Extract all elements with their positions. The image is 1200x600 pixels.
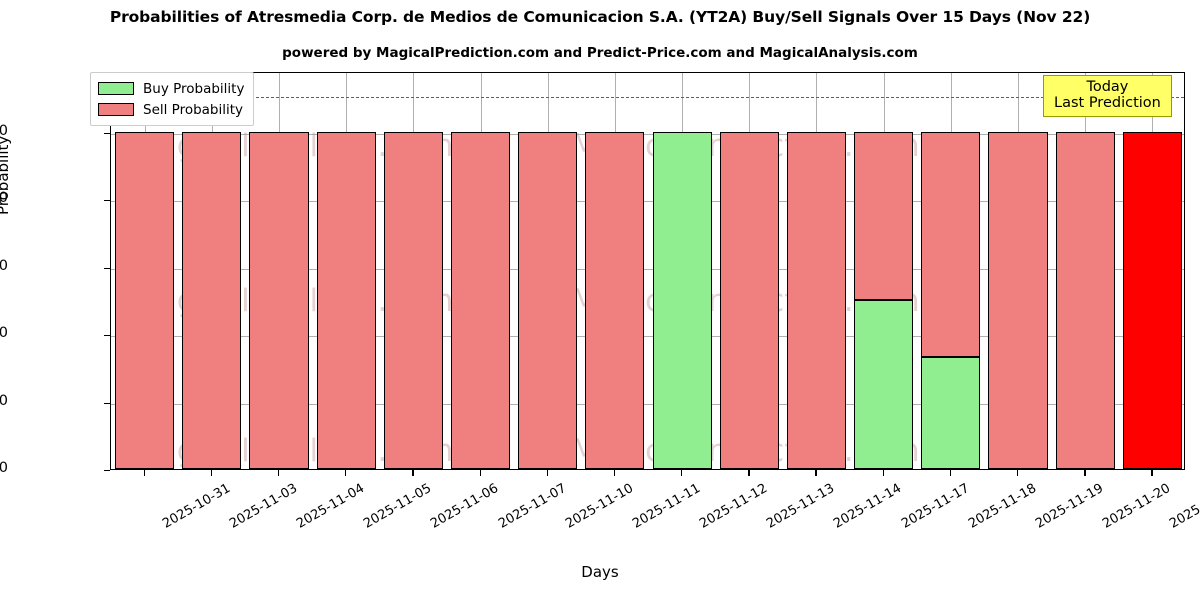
x-tick-label: 2025-11-05 <box>361 481 435 532</box>
today-annotation: Today Last Prediction <box>1043 75 1172 118</box>
chart-title: Probabilities of Atresmedia Corp. de Med… <box>109 8 1091 26</box>
bar-group[interactable] <box>115 73 175 469</box>
bar-segment-buy[interactable] <box>854 300 914 469</box>
y-tick-mark <box>104 267 110 269</box>
x-tick-mark <box>681 470 683 476</box>
legend-swatch-icon <box>98 103 134 116</box>
bar-group[interactable] <box>652 73 712 469</box>
bar-segment-buy[interactable] <box>921 356 981 469</box>
bar-group[interactable] <box>450 73 511 469</box>
horizontal-gridline <box>111 201 1184 203</box>
legend-swatch-icon <box>98 82 134 95</box>
bar-segment-sell[interactable] <box>115 131 175 469</box>
bar-segment-sell[interactable] <box>786 131 847 469</box>
legend-label: Sell Probability <box>143 101 244 118</box>
x-tick-label: 2025-11-14 <box>831 481 905 532</box>
bar-segment-sell[interactable] <box>988 131 1048 469</box>
bar-segment-sell[interactable] <box>921 131 981 357</box>
x-tick-label: 2025-11-11 <box>630 481 703 532</box>
x-tick-label: 2025-11-10 <box>562 481 636 532</box>
y-tick-label: 40 <box>0 325 8 342</box>
y-tick-label: 60 <box>0 257 8 274</box>
x-tick-mark <box>1084 470 1086 476</box>
x-tick-label: 2025-11-18 <box>965 481 1039 532</box>
x-tick-label: 2025-10-31 <box>159 481 233 532</box>
bar-group[interactable] <box>921 73 981 469</box>
x-tick-label: 2025-11-12 <box>697 481 771 532</box>
x-tick-mark <box>143 470 145 476</box>
x-tick-mark <box>412 470 414 476</box>
bar-segment-sell[interactable] <box>249 131 309 469</box>
x-tick-mark <box>882 470 884 476</box>
x-tick-label: 2025-11-07 <box>495 481 569 532</box>
bar-group[interactable] <box>719 73 779 469</box>
plot-area: MagicalAnalysis.comMagicalPrediction.com… <box>110 72 1185 470</box>
y-tick-label: 80 <box>0 190 8 207</box>
x-tick-mark <box>1151 470 1153 476</box>
threshold-line <box>111 96 1184 98</box>
last-prediction-label: Last Prediction <box>1054 95 1161 112</box>
bar-group[interactable] <box>585 73 645 469</box>
bar-group[interactable] <box>1055 73 1115 469</box>
bar-group[interactable] <box>249 73 309 469</box>
bar-segment-sell[interactable] <box>383 131 443 469</box>
y-tick-mark <box>104 200 110 202</box>
x-tick-label: 2025-11-19 <box>1033 481 1107 532</box>
bar-segment-sell[interactable] <box>585 131 645 469</box>
bar-segment-sell[interactable] <box>854 131 914 301</box>
bar-group[interactable] <box>518 73 578 469</box>
y-tick-mark <box>104 132 110 134</box>
bar-group[interactable] <box>1122 73 1182 469</box>
bar-segment-sell[interactable] <box>518 131 578 469</box>
bar-segment-buy[interactable] <box>652 131 712 469</box>
y-tick-mark <box>104 402 110 404</box>
x-tick-mark <box>345 470 347 476</box>
x-tick-mark <box>1017 470 1019 476</box>
bar-segment-sell[interactable] <box>719 131 779 469</box>
today-label: Today <box>1086 79 1129 95</box>
x-axis-label: Days <box>581 563 619 581</box>
bar-group[interactable] <box>182 73 242 469</box>
bar-segment-sell[interactable] <box>182 131 242 469</box>
x-tick-mark <box>210 470 213 476</box>
x-tick-mark <box>613 470 616 476</box>
chart-subtitle: powered by MagicalPrediction.com and Pre… <box>282 45 918 61</box>
bar-group[interactable] <box>988 73 1048 469</box>
bar-today[interactable] <box>1122 131 1182 469</box>
y-tick-label: 20 <box>0 392 8 409</box>
x-tick-mark <box>277 470 280 476</box>
horizontal-gridline <box>111 268 1184 270</box>
legend-label: Buy Probability <box>143 80 245 97</box>
x-tick-mark <box>815 470 817 476</box>
bar-segment-sell[interactable] <box>1055 131 1115 469</box>
bar-group[interactable] <box>786 73 847 469</box>
x-tick-label: 2025-11-17 <box>898 481 972 532</box>
legend-item[interactable]: Buy Probability <box>98 78 244 99</box>
x-tick-mark <box>949 470 952 476</box>
x-tick-mark <box>546 470 549 476</box>
bar-segment-sell[interactable] <box>450 131 511 469</box>
y-tick-mark <box>104 335 110 337</box>
x-tick-label: 2025-11-20 <box>1100 481 1174 532</box>
horizontal-gridline <box>111 403 1184 405</box>
bar-group[interactable] <box>316 73 376 469</box>
x-tick-label: 2025-11-04 <box>294 481 368 532</box>
chart-legend: Buy Probability Sell Probability <box>90 72 255 126</box>
x-tick-mark <box>479 470 481 476</box>
legend-item[interactable]: Sell Probability <box>98 99 244 120</box>
bar-segment-sell[interactable] <box>316 131 376 469</box>
bar-group[interactable] <box>854 73 914 469</box>
x-tick-label: 2025-11-06 <box>428 481 502 532</box>
x-tick-label: 2025-11-03 <box>226 481 300 532</box>
y-tick-label: 0 <box>0 460 8 476</box>
x-tick-label: 2025-11-21 <box>1167 481 1200 532</box>
horizontal-gridline <box>111 133 1184 135</box>
horizontal-gridline <box>111 336 1184 338</box>
y-tick-mark <box>104 470 110 472</box>
x-tick-mark <box>748 470 750 476</box>
y-tick-label: 100 <box>0 122 8 139</box>
x-tick-label: 2025-11-13 <box>764 481 838 532</box>
bar-group[interactable] <box>383 73 443 469</box>
